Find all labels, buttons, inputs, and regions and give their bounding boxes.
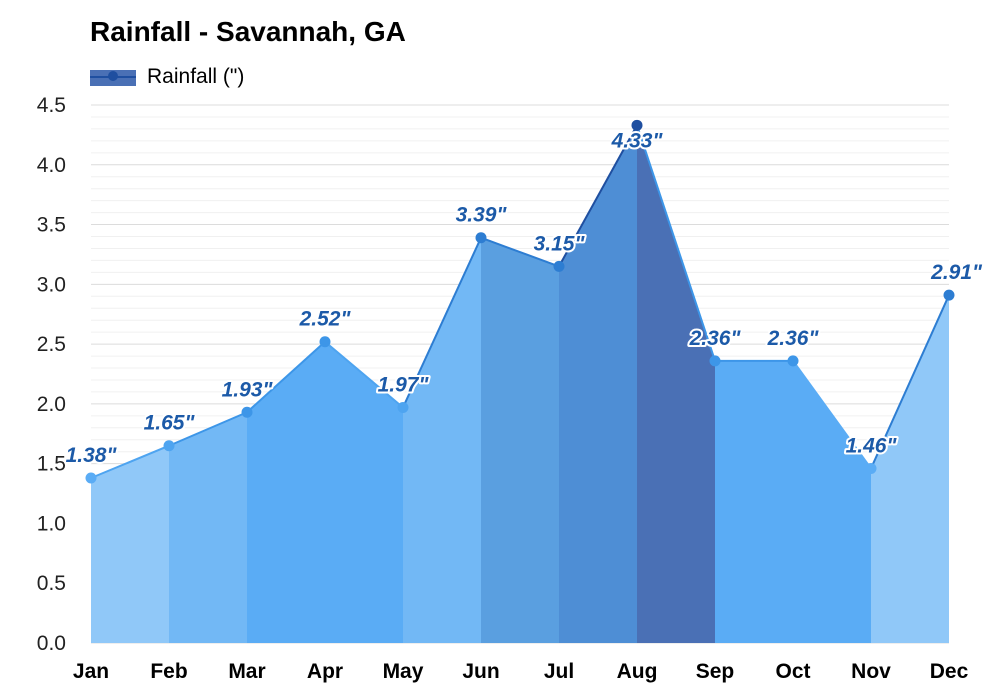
data-label-jan: 1.38" (66, 444, 118, 467)
data-point-apr (319, 336, 331, 348)
data-point-sep (709, 355, 721, 367)
data-markers (85, 119, 955, 484)
data-label-jul: 3.15" (534, 232, 586, 255)
x-tick-label: Jun (462, 660, 499, 683)
x-tick-label: Jan (73, 660, 109, 683)
data-label-aug: 4.33" (611, 129, 664, 152)
line-segment-nov (870, 294, 950, 469)
data-point-aug (631, 119, 643, 131)
line-segment-jan (90, 444, 170, 479)
y-tick-label: 4.5 (37, 94, 66, 117)
x-tick-label: Feb (150, 660, 187, 683)
area-segment-mar (247, 341, 325, 643)
series-line (90, 124, 950, 479)
x-tick-label: Dec (930, 660, 969, 683)
area-segment-aug (637, 125, 715, 643)
data-point-jul (553, 260, 565, 272)
x-tick-label: Aug (617, 660, 658, 683)
data-label-feb: 1.65" (144, 412, 196, 435)
x-tick-label: Nov (851, 660, 891, 683)
data-label-apr: 2.52" (299, 308, 352, 331)
data-point-jan (85, 472, 97, 484)
x-axis-ticks: Jan Feb Mar Apr May Jun Jul Aug Sep Oct Nov Dec (73, 660, 969, 683)
legend: Rainfall (") (90, 65, 244, 88)
y-tick-label: 1.0 (37, 512, 66, 535)
area-segments (91, 125, 949, 643)
data-point-mar (241, 406, 253, 418)
y-tick-label: 2.0 (37, 393, 66, 416)
y-tick-label: 3.0 (37, 273, 66, 296)
data-label-dec: 2.91" (930, 261, 983, 284)
area-segment-may (403, 237, 481, 643)
x-tick-label: Mar (228, 660, 265, 683)
x-tick-label: Sep (696, 660, 735, 683)
data-label-oct: 2.36" (767, 327, 820, 350)
data-point-jun (475, 232, 487, 244)
line-segment-jul (558, 124, 638, 267)
y-tick-label: 0.0 (37, 632, 66, 655)
data-point-may (397, 401, 409, 413)
data-labels: 1.38" 1.65" 1.93" 2.52" 1.97" 3.39" 3.15" 4.33"… (64, 127, 985, 469)
data-label-mar: 1.93" (222, 378, 274, 401)
data-label-sep: 2.36" (689, 327, 742, 350)
area-segment-apr (325, 341, 403, 643)
line-segment-jun (480, 236, 560, 268)
data-label-jun: 3.39" (456, 204, 508, 227)
x-tick-label: May (383, 660, 424, 683)
legend-label: Rainfall (") (147, 65, 244, 88)
area-segment-oct (793, 360, 871, 643)
x-tick-label: Jul (544, 660, 574, 683)
line-segment-may (402, 237, 482, 408)
data-point-dec (943, 289, 955, 301)
area-segment-jul (559, 125, 637, 643)
y-tick-label: 3.5 (37, 214, 66, 237)
line-segment-apr (324, 340, 404, 409)
area-segment-nov (871, 295, 949, 643)
y-tick-label: 4.0 (37, 154, 66, 177)
legend-marker (108, 71, 118, 81)
data-point-nov (865, 462, 877, 474)
y-axis-ticks: 0.0 0.5 1.0 1.5 2.0 2.5 3.0 3.5 4.0 4.5 (37, 94, 66, 655)
y-tick-label: 2.5 (37, 333, 66, 356)
line-segment-oct (792, 360, 872, 470)
line-segment-mar (246, 340, 326, 413)
line-segment-aug (636, 125, 716, 362)
area-segment-feb (169, 412, 247, 643)
data-point-feb (163, 440, 175, 452)
data-point-oct (787, 355, 799, 367)
data-label-nov: 1.46" (846, 434, 898, 457)
y-tick-label: 1.5 (37, 453, 66, 476)
area-segment-sep (715, 360, 793, 643)
y-tick-label: 0.5 (37, 572, 66, 595)
data-label-may: 1.97" (378, 373, 430, 396)
line-segment-feb (168, 411, 248, 447)
x-tick-label: Apr (307, 660, 343, 683)
area-segment-jun (481, 237, 559, 643)
area-segment-jan (91, 445, 169, 643)
chart-title: Rainfall - Savannah, GA (90, 16, 406, 47)
x-tick-label: Oct (775, 660, 810, 683)
